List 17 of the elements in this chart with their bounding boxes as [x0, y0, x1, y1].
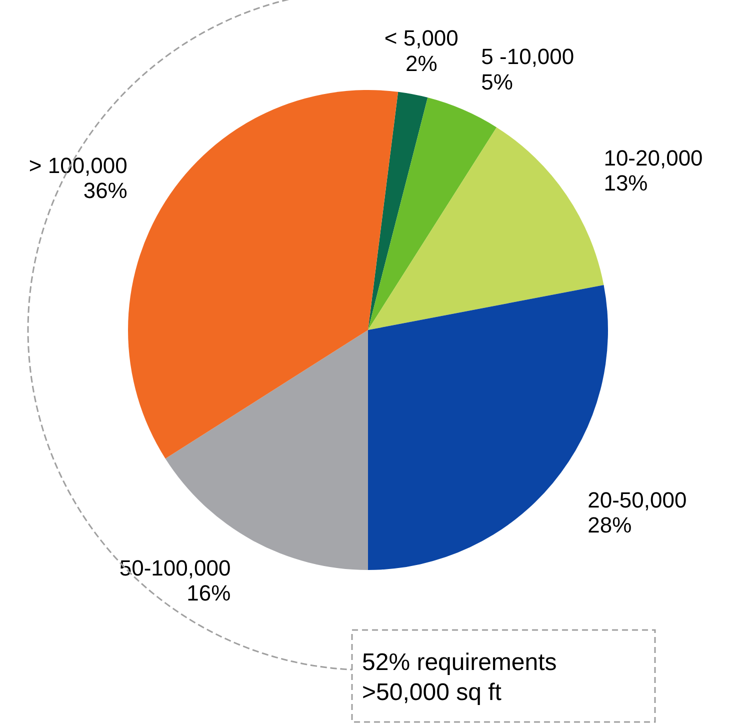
pie-slice — [368, 98, 497, 330]
pie-slice — [128, 90, 398, 459]
slice-label: 50-100,000 — [119, 555, 231, 580]
text: 52% requirements >50,000 sq ft — [362, 649, 557, 706]
data-label: 13% — [604, 170, 648, 196]
slice-label: 5 -10,000 — [481, 44, 574, 70]
pie-slice — [368, 92, 428, 330]
data-label: 16% — [186, 580, 231, 606]
pie-slice — [368, 127, 604, 330]
slice-label: > 100,000 — [28, 152, 128, 178]
data-label: 5% — [481, 69, 513, 94]
data-label: 2% — [406, 50, 438, 76]
slice-label: < 5,000 — [384, 26, 458, 51]
data-label: 36% — [83, 178, 128, 204]
data-label: 28% — [588, 512, 632, 538]
slice-label: 10-20,000 — [604, 145, 703, 170]
slice-label: 20-50,000 — [588, 487, 687, 512]
